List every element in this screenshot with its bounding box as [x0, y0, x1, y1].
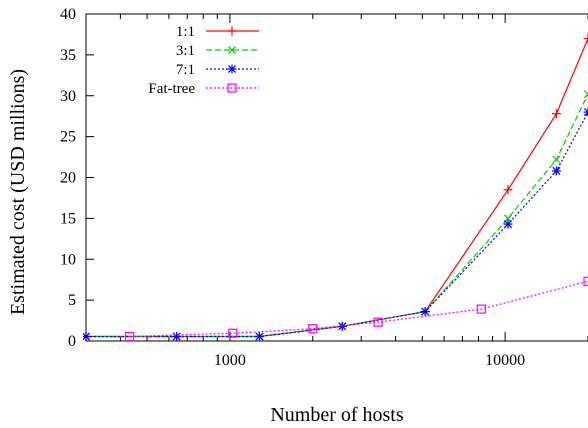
data-point	[476, 304, 486, 314]
series-fat-tree	[124, 276, 588, 342]
data-point	[254, 332, 264, 342]
data-point	[228, 328, 238, 338]
data-point	[227, 26, 237, 36]
y-tick-label: 40	[60, 6, 76, 23]
y-tick-label: 20	[60, 170, 76, 187]
legend-label: Fat-tree	[148, 81, 195, 97]
data-point	[124, 331, 135, 342]
y-tick-label: 25	[60, 129, 76, 146]
x-tick-label: 1000	[214, 352, 246, 369]
legend-entry: 3:1	[176, 43, 259, 59]
data-point	[583, 107, 588, 117]
x-tick-label: 10000	[485, 352, 525, 369]
series-line	[86, 111, 588, 338]
y-tick-label: 0	[68, 333, 76, 350]
legend-entry: Fat-tree	[148, 81, 259, 97]
y-tick-label: 5	[68, 292, 76, 309]
series-7-1	[83, 107, 588, 342]
x-axis-ticks: 1000 10000	[85, 14, 588, 369]
series-3-1	[83, 90, 588, 341]
legend-label: 3:1	[176, 43, 195, 59]
data-point	[551, 166, 561, 176]
data-point	[583, 34, 588, 44]
legend: 1:1 3:1 7:1 Fat-tree	[148, 24, 259, 97]
data-point	[373, 317, 383, 327]
series-line	[129, 280, 588, 338]
axis-frame	[85, 13, 588, 342]
y-axis-title: Estimated cost (USD millions)	[7, 69, 29, 315]
data-point	[227, 83, 237, 93]
data-point	[227, 64, 237, 74]
data-point	[551, 109, 561, 119]
legend-label: 1:1	[176, 24, 195, 40]
data-point	[172, 332, 182, 342]
y-tick-label: 30	[60, 88, 76, 105]
data-point	[583, 90, 588, 99]
data-point	[308, 324, 318, 334]
data-point	[503, 185, 513, 195]
plot-border	[85, 13, 588, 342]
legend-label: 7:1	[176, 62, 195, 78]
y-axis-ticks: 0 5 10 15 20 25 30 35 40	[60, 6, 94, 350]
plot-area	[83, 34, 588, 342]
x-axis-title: Number of hosts	[270, 404, 404, 426]
data-point	[503, 219, 513, 229]
data-point	[420, 307, 430, 317]
legend-entry: 1:1	[176, 24, 259, 40]
data-point	[83, 332, 91, 342]
y-tick-label: 10	[60, 251, 76, 268]
data-point	[583, 276, 588, 286]
data-point	[552, 155, 561, 164]
series-line	[86, 93, 588, 338]
legend-entry: 7:1	[176, 62, 259, 78]
y-tick-label: 35	[60, 47, 76, 64]
y-tick-label: 15	[60, 210, 76, 227]
data-point	[227, 45, 237, 55]
